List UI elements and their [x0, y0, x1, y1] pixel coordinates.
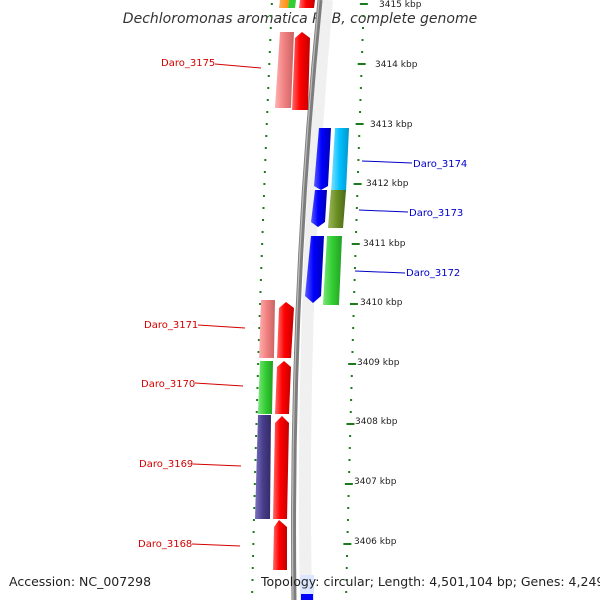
gene-feature-daro-3168[interactable]: [273, 520, 287, 570]
gene-feature-daro-3174[interactable]: [314, 128, 349, 192]
right-leader-lines: [354, 160, 413, 274]
gene-feature-daro-3169[interactable]: [255, 415, 289, 519]
gene-feature-daro-3170[interactable]: [258, 361, 291, 414]
backbone-lane: [298, 0, 333, 600]
gene-label-daro-3170[interactable]: Daro_3170: [141, 379, 195, 390]
gene-label-daro-3171[interactable]: Daro_3171: [144, 320, 198, 331]
scale-label-3415: 3415 kbp: [379, 0, 422, 10]
scale-label-3410: 3410 kbp: [360, 298, 403, 308]
gene-label-daro-3173[interactable]: Daro_3173: [409, 208, 463, 219]
gene-label-daro-3174[interactable]: Daro_3174: [413, 159, 467, 170]
accession-text: Accession: NC_007298: [9, 574, 152, 589]
scale-label-3408: 3408 kbp: [355, 417, 398, 427]
map-title: Dechloromonas aromatica RCB, complete ge…: [123, 11, 477, 27]
left-leader-lines: [191, 63, 262, 547]
inner-tick-ring: [251, 3, 273, 593]
gene-feature-daro-3173[interactable]: [311, 190, 346, 228]
scale-label-3412: 3412 kbp: [366, 179, 409, 189]
scale-label-3411: 3411 kbp: [363, 239, 406, 249]
scale-label-3409: 3409 kbp: [357, 358, 400, 368]
gene-label-daro-3175[interactable]: Daro_3175: [161, 58, 215, 69]
topology-text: Topology: circular; Length: 4,501,104 bp…: [261, 574, 600, 589]
gene-feature-daro-3175[interactable]: [275, 32, 310, 110]
scale-label-3406: 3406 kbp: [354, 537, 397, 547]
scale-label-3407: 3407 kbp: [354, 477, 397, 487]
genome-backbone: [291, 0, 323, 600]
scale-label-3413: 3413 kbp: [370, 120, 413, 130]
gene-feature-bottom-partial[interactable]: [300, 575, 314, 600]
gene-label-daro-3172[interactable]: Daro_3172: [406, 268, 460, 279]
gene-feature-daro-3171[interactable]: [259, 300, 294, 358]
scale-label-3414: 3414 kbp: [375, 60, 418, 70]
gene-label-daro-3168[interactable]: Daro_3168: [138, 539, 192, 550]
gene-feature-daro-3172[interactable]: [305, 236, 342, 305]
gene-label-daro-3169[interactable]: Daro_3169: [139, 459, 193, 470]
gene-feature-top-partial[interactable]: [279, 0, 315, 8]
outer-tick-ring: [343, 3, 368, 593]
